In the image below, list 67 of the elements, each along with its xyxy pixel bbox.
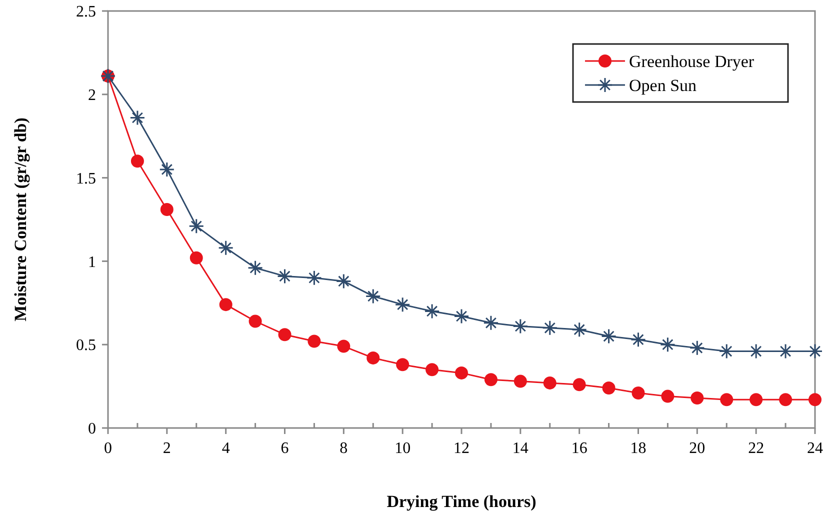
point [396,358,410,372]
point [337,340,350,353]
x-tick-label: 2 [162,440,171,457]
point [190,251,203,264]
point [248,260,264,276]
x-tick-label: 24 [807,440,823,457]
point [394,296,410,312]
point [277,268,292,284]
point [306,270,322,286]
y-tick-label: 2.5 [76,4,96,21]
x-tick-label: 4 [222,440,230,457]
x-tick-label: 10 [394,440,411,457]
x-tick-label: 16 [571,440,588,457]
point [572,322,588,338]
x-tick-label: 6 [280,440,289,457]
x-tick-label: 14 [512,440,528,457]
point [601,328,617,344]
point [514,374,527,388]
x-tick-label: 18 [630,440,646,457]
point [218,240,234,256]
x-tick-label: 12 [454,440,470,457]
point [632,386,645,400]
point [188,218,204,234]
point [130,154,144,168]
point [543,376,556,390]
x-tick-label: 8 [340,440,348,457]
x-axis-title: Drying Time (hours) [386,492,536,511]
point [808,393,822,406]
y-axis-title: Moisture Content (gr/gr db) [11,118,30,322]
point [278,328,292,342]
point [426,363,439,376]
point [336,273,352,289]
x-tick-label: 22 [748,440,764,457]
x-tick-label: 0 [104,440,112,457]
point [720,393,734,406]
point [366,351,380,364]
y-tick-label: 1.5 [76,170,96,188]
point [130,110,146,126]
legend-label: Open Sun [629,76,698,95]
point [219,298,232,312]
point [159,162,175,178]
point [160,202,174,216]
point [365,288,381,304]
y-tick-label: 0 [88,420,96,438]
point [660,336,676,352]
legend-label: Greenhouse Dryer [629,52,754,71]
point [424,303,440,319]
point [690,391,704,404]
point [248,314,262,328]
y-tick-label: 0.5 [76,337,96,354]
y-tick-label: 2 [88,87,96,104]
point [572,378,586,392]
point [689,340,705,356]
point [484,373,498,386]
x-tick-label: 20 [689,440,706,457]
point [483,315,499,331]
point [455,366,468,380]
point [779,393,792,406]
point [308,334,321,348]
point [661,390,674,403]
point [602,381,616,394]
point [542,320,558,336]
point [750,393,763,406]
point [454,308,470,324]
y-tick-label: 1 [88,254,96,271]
point [630,332,646,348]
point [512,318,528,334]
